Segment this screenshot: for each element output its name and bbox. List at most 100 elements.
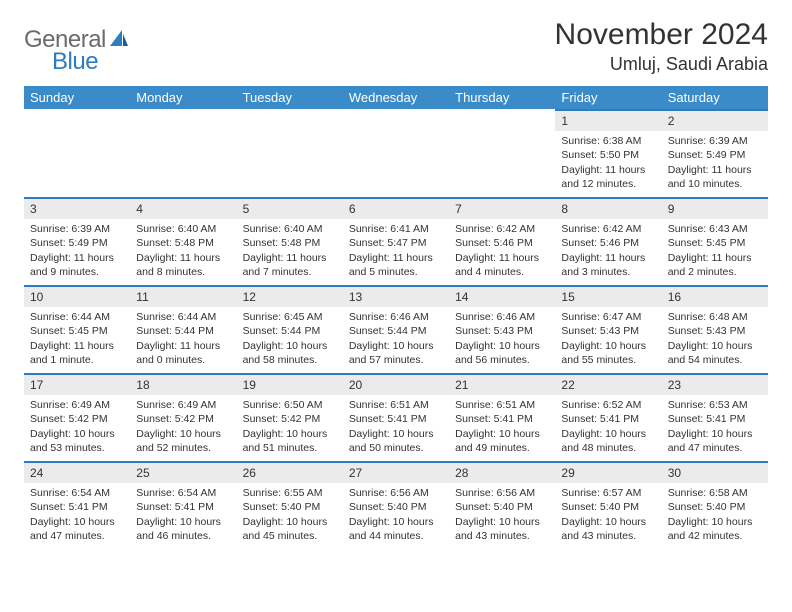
weekday-header: Tuesday (237, 86, 343, 109)
sunset-text: Sunset: 5:44 PM (349, 324, 443, 338)
daylight-text: and 57 minutes. (349, 353, 443, 367)
day-number: 18 (130, 373, 236, 395)
day-content: Sunrise: 6:52 AMSunset: 5:41 PMDaylight:… (555, 395, 661, 461)
calendar-week-row: 1Sunrise: 6:38 AMSunset: 5:50 PMDaylight… (24, 109, 768, 197)
calendar-cell: 2Sunrise: 6:39 AMSunset: 5:49 PMDaylight… (662, 109, 768, 197)
sunrise-text: Sunrise: 6:57 AM (561, 486, 655, 500)
daylight-text: Daylight: 11 hours (668, 163, 762, 177)
calendar-cell: 19Sunrise: 6:50 AMSunset: 5:42 PMDayligh… (237, 373, 343, 461)
daylight-text: Daylight: 11 hours (561, 251, 655, 265)
daylight-text: and 0 minutes. (136, 353, 230, 367)
daylight-text: Daylight: 10 hours (30, 427, 124, 441)
daylight-text: Daylight: 10 hours (455, 515, 549, 529)
sunset-text: Sunset: 5:42 PM (136, 412, 230, 426)
calendar-cell: 17Sunrise: 6:49 AMSunset: 5:42 PMDayligh… (24, 373, 130, 461)
calendar-body: 1Sunrise: 6:38 AMSunset: 5:50 PMDaylight… (24, 109, 768, 549)
day-content: Sunrise: 6:56 AMSunset: 5:40 PMDaylight:… (343, 483, 449, 549)
sunrise-text: Sunrise: 6:39 AM (668, 134, 762, 148)
sunrise-text: Sunrise: 6:49 AM (136, 398, 230, 412)
calendar-cell: 11Sunrise: 6:44 AMSunset: 5:44 PMDayligh… (130, 285, 236, 373)
sunset-text: Sunset: 5:40 PM (455, 500, 549, 514)
day-content: Sunrise: 6:57 AMSunset: 5:40 PMDaylight:… (555, 483, 661, 549)
daylight-text: and 3 minutes. (561, 265, 655, 279)
sunset-text: Sunset: 5:41 PM (455, 412, 549, 426)
calendar-cell: 21Sunrise: 6:51 AMSunset: 5:41 PMDayligh… (449, 373, 555, 461)
sunset-text: Sunset: 5:45 PM (668, 236, 762, 250)
day-content: Sunrise: 6:38 AMSunset: 5:50 PMDaylight:… (555, 131, 661, 197)
day-content: Sunrise: 6:51 AMSunset: 5:41 PMDaylight:… (449, 395, 555, 461)
day-number: 28 (449, 461, 555, 483)
day-content: Sunrise: 6:49 AMSunset: 5:42 PMDaylight:… (24, 395, 130, 461)
day-number: 23 (662, 373, 768, 395)
daylight-text: Daylight: 10 hours (30, 515, 124, 529)
day-content: Sunrise: 6:39 AMSunset: 5:49 PMDaylight:… (24, 219, 130, 285)
daylight-text: and 10 minutes. (668, 177, 762, 191)
daylight-text: Daylight: 10 hours (136, 515, 230, 529)
calendar-cell: 5Sunrise: 6:40 AMSunset: 5:48 PMDaylight… (237, 197, 343, 285)
title-block: November 2024 Umluj, Saudi Arabia (555, 18, 768, 75)
sunrise-text: Sunrise: 6:50 AM (243, 398, 337, 412)
daylight-text: and 2 minutes. (668, 265, 762, 279)
day-content: Sunrise: 6:58 AMSunset: 5:40 PMDaylight:… (662, 483, 768, 549)
daylight-text: Daylight: 11 hours (136, 251, 230, 265)
location: Umluj, Saudi Arabia (555, 54, 768, 75)
day-number: 27 (343, 461, 449, 483)
day-content: Sunrise: 6:42 AMSunset: 5:46 PMDaylight:… (555, 219, 661, 285)
sunset-text: Sunset: 5:41 PM (30, 500, 124, 514)
day-content: Sunrise: 6:43 AMSunset: 5:45 PMDaylight:… (662, 219, 768, 285)
daylight-text: Daylight: 11 hours (243, 251, 337, 265)
calendar-week-row: 10Sunrise: 6:44 AMSunset: 5:45 PMDayligh… (24, 285, 768, 373)
day-number: 19 (237, 373, 343, 395)
day-number: 3 (24, 197, 130, 219)
day-number: 6 (343, 197, 449, 219)
daylight-text: Daylight: 10 hours (455, 339, 549, 353)
day-number: 1 (555, 109, 661, 131)
day-content: Sunrise: 6:55 AMSunset: 5:40 PMDaylight:… (237, 483, 343, 549)
sunrise-text: Sunrise: 6:54 AM (136, 486, 230, 500)
calendar-cell (130, 109, 236, 197)
daylight-text: and 52 minutes. (136, 441, 230, 455)
sunrise-text: Sunrise: 6:46 AM (455, 310, 549, 324)
daylight-text: and 45 minutes. (243, 529, 337, 543)
sunrise-text: Sunrise: 6:44 AM (136, 310, 230, 324)
sunrise-text: Sunrise: 6:52 AM (561, 398, 655, 412)
sunrise-text: Sunrise: 6:58 AM (668, 486, 762, 500)
calendar-cell: 23Sunrise: 6:53 AMSunset: 5:41 PMDayligh… (662, 373, 768, 461)
day-content: Sunrise: 6:49 AMSunset: 5:42 PMDaylight:… (130, 395, 236, 461)
day-content: Sunrise: 6:47 AMSunset: 5:43 PMDaylight:… (555, 307, 661, 373)
sunset-text: Sunset: 5:41 PM (136, 500, 230, 514)
sunrise-text: Sunrise: 6:38 AM (561, 134, 655, 148)
day-number: 17 (24, 373, 130, 395)
daylight-text: and 47 minutes. (30, 529, 124, 543)
sunrise-text: Sunrise: 6:43 AM (668, 222, 762, 236)
daylight-text: and 43 minutes. (561, 529, 655, 543)
month-title: November 2024 (555, 18, 768, 52)
daylight-text: Daylight: 11 hours (349, 251, 443, 265)
daylight-text: Daylight: 11 hours (136, 339, 230, 353)
calendar-cell: 6Sunrise: 6:41 AMSunset: 5:47 PMDaylight… (343, 197, 449, 285)
calendar-cell: 20Sunrise: 6:51 AMSunset: 5:41 PMDayligh… (343, 373, 449, 461)
daylight-text: and 53 minutes. (30, 441, 124, 455)
calendar-table: SundayMondayTuesdayWednesdayThursdayFrid… (24, 86, 768, 549)
calendar-cell: 26Sunrise: 6:55 AMSunset: 5:40 PMDayligh… (237, 461, 343, 549)
day-content: Sunrise: 6:44 AMSunset: 5:45 PMDaylight:… (24, 307, 130, 373)
daylight-text: and 9 minutes. (30, 265, 124, 279)
calendar-cell: 10Sunrise: 6:44 AMSunset: 5:45 PMDayligh… (24, 285, 130, 373)
day-number: 5 (237, 197, 343, 219)
weekday-header: Thursday (449, 86, 555, 109)
daylight-text: Daylight: 10 hours (349, 515, 443, 529)
calendar-cell (343, 109, 449, 197)
sunrise-text: Sunrise: 6:54 AM (30, 486, 124, 500)
calendar-cell: 4Sunrise: 6:40 AMSunset: 5:48 PMDaylight… (130, 197, 236, 285)
daylight-text: and 50 minutes. (349, 441, 443, 455)
day-number: 29 (555, 461, 661, 483)
day-content: Sunrise: 6:54 AMSunset: 5:41 PMDaylight:… (130, 483, 236, 549)
day-number: 30 (662, 461, 768, 483)
calendar-cell: 12Sunrise: 6:45 AMSunset: 5:44 PMDayligh… (237, 285, 343, 373)
calendar-cell: 22Sunrise: 6:52 AMSunset: 5:41 PMDayligh… (555, 373, 661, 461)
sunrise-text: Sunrise: 6:40 AM (136, 222, 230, 236)
day-number: 2 (662, 109, 768, 131)
day-number: 8 (555, 197, 661, 219)
calendar-cell: 3Sunrise: 6:39 AMSunset: 5:49 PMDaylight… (24, 197, 130, 285)
calendar-cell: 25Sunrise: 6:54 AMSunset: 5:41 PMDayligh… (130, 461, 236, 549)
